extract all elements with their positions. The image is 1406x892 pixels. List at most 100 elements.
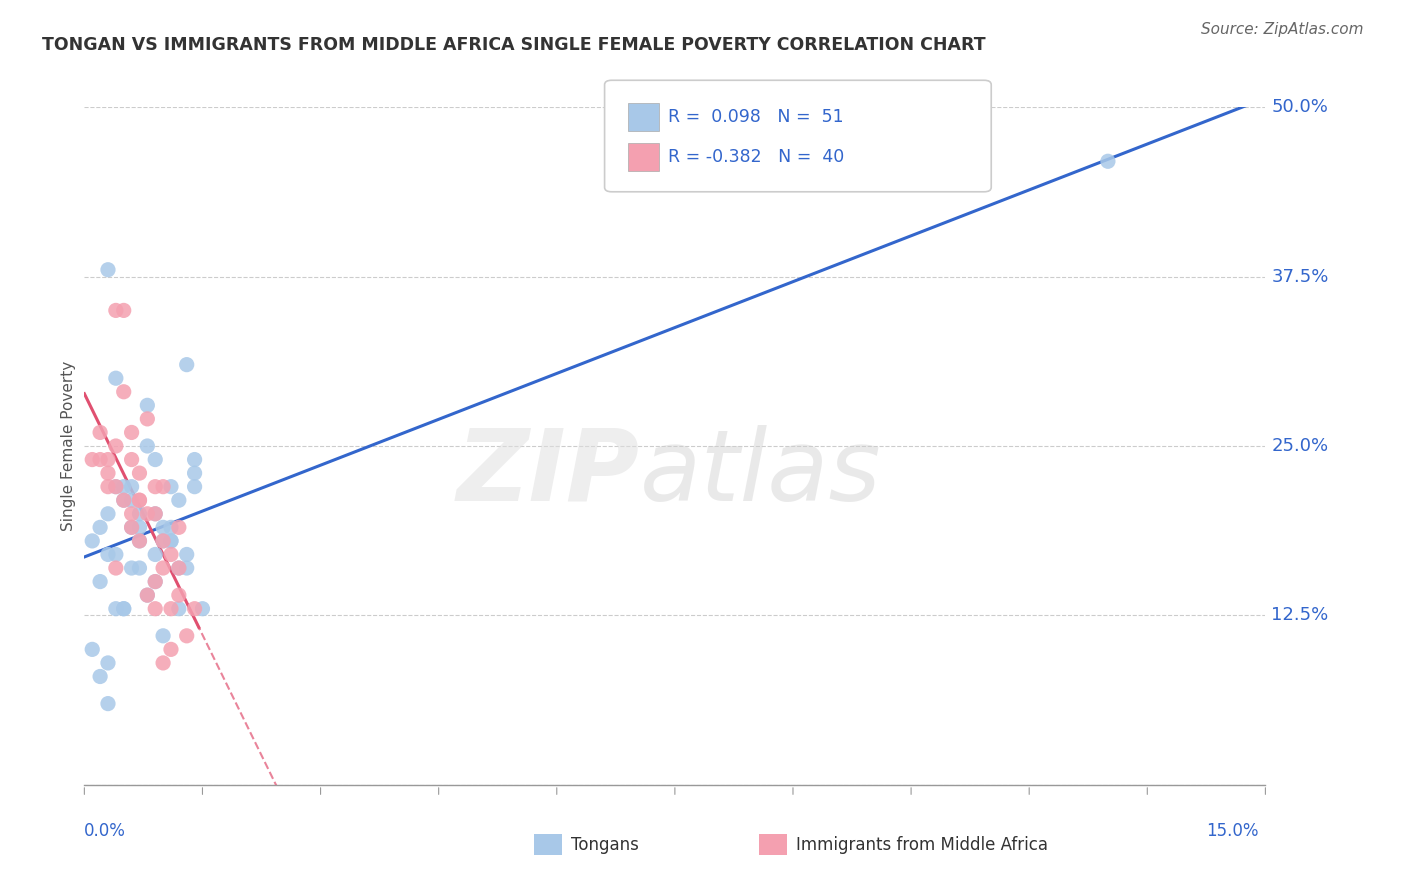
Point — [121, 520, 143, 534]
Point — [112, 384, 135, 399]
Point — [167, 561, 190, 575]
Point — [176, 548, 198, 562]
Point — [121, 480, 143, 494]
Point — [143, 507, 166, 521]
Text: Immigrants from Middle Africa: Immigrants from Middle Africa — [796, 836, 1047, 854]
Point — [104, 480, 127, 494]
Point — [160, 601, 183, 615]
Point — [167, 561, 190, 575]
Point — [152, 561, 174, 575]
Point — [97, 507, 120, 521]
Point — [183, 466, 205, 480]
Point — [104, 601, 127, 615]
Point — [89, 574, 111, 589]
Point — [136, 588, 159, 602]
Text: Tongans: Tongans — [571, 836, 638, 854]
Point — [167, 601, 190, 615]
Point — [136, 507, 159, 521]
Text: R = -0.382   N =  40: R = -0.382 N = 40 — [668, 148, 844, 166]
Point — [152, 629, 174, 643]
Point — [160, 548, 183, 562]
Point — [152, 533, 174, 548]
Point — [97, 548, 120, 562]
Point — [143, 507, 166, 521]
Point — [1097, 154, 1119, 169]
Point — [104, 561, 127, 575]
Point — [143, 574, 166, 589]
Point — [82, 452, 104, 467]
Point — [176, 561, 198, 575]
Text: atlas: atlas — [640, 425, 882, 522]
Point — [121, 520, 143, 534]
Point — [104, 480, 127, 494]
Point — [160, 533, 183, 548]
Point — [121, 493, 143, 508]
Point — [97, 697, 120, 711]
Point — [183, 452, 205, 467]
Point — [136, 398, 159, 412]
Point — [143, 480, 166, 494]
Point — [104, 548, 127, 562]
Point — [176, 358, 198, 372]
Point — [82, 533, 104, 548]
Y-axis label: Single Female Poverty: Single Female Poverty — [60, 361, 76, 531]
Point — [183, 601, 205, 615]
Text: Source: ZipAtlas.com: Source: ZipAtlas.com — [1201, 22, 1364, 37]
Point — [128, 493, 150, 508]
Point — [143, 574, 166, 589]
Point — [152, 656, 174, 670]
Point — [128, 507, 150, 521]
Point — [89, 520, 111, 534]
Point — [128, 520, 150, 534]
Point — [128, 466, 150, 480]
Point — [167, 520, 190, 534]
Point — [112, 601, 135, 615]
Point — [167, 493, 190, 508]
Point — [104, 371, 127, 385]
Text: 37.5%: 37.5% — [1271, 268, 1329, 285]
Point — [152, 520, 174, 534]
Text: 0.0%: 0.0% — [84, 822, 127, 840]
Point — [112, 303, 135, 318]
Point — [191, 601, 214, 615]
Text: TONGAN VS IMMIGRANTS FROM MIDDLE AFRICA SINGLE FEMALE POVERTY CORRELATION CHART: TONGAN VS IMMIGRANTS FROM MIDDLE AFRICA … — [42, 36, 986, 54]
Point — [97, 480, 120, 494]
Point — [136, 439, 159, 453]
Point — [167, 588, 190, 602]
Point — [143, 601, 166, 615]
Text: 25.0%: 25.0% — [1271, 437, 1329, 455]
Point — [89, 669, 111, 683]
Point — [128, 533, 150, 548]
Point — [112, 601, 135, 615]
Point — [136, 412, 159, 426]
Point — [104, 303, 127, 318]
Point — [143, 452, 166, 467]
Point — [89, 425, 111, 440]
Point — [97, 656, 120, 670]
Point — [152, 533, 174, 548]
Text: 50.0%: 50.0% — [1271, 98, 1329, 116]
Point — [112, 480, 135, 494]
Text: ZIP: ZIP — [457, 425, 640, 522]
Point — [97, 466, 120, 480]
Point — [121, 507, 143, 521]
Point — [143, 548, 166, 562]
Point — [128, 533, 150, 548]
Point — [160, 642, 183, 657]
Text: 15.0%: 15.0% — [1206, 822, 1258, 840]
Point — [121, 425, 143, 440]
Point — [97, 452, 120, 467]
Point — [104, 439, 127, 453]
Point — [136, 588, 159, 602]
Point — [160, 533, 183, 548]
Point — [160, 520, 183, 534]
Text: 12.5%: 12.5% — [1271, 607, 1329, 624]
Point — [160, 480, 183, 494]
Point — [128, 493, 150, 508]
Point — [152, 480, 174, 494]
Point — [183, 480, 205, 494]
Point — [97, 262, 120, 277]
Point — [112, 493, 135, 508]
Point — [82, 642, 104, 657]
Text: R =  0.098   N =  51: R = 0.098 N = 51 — [668, 108, 844, 126]
